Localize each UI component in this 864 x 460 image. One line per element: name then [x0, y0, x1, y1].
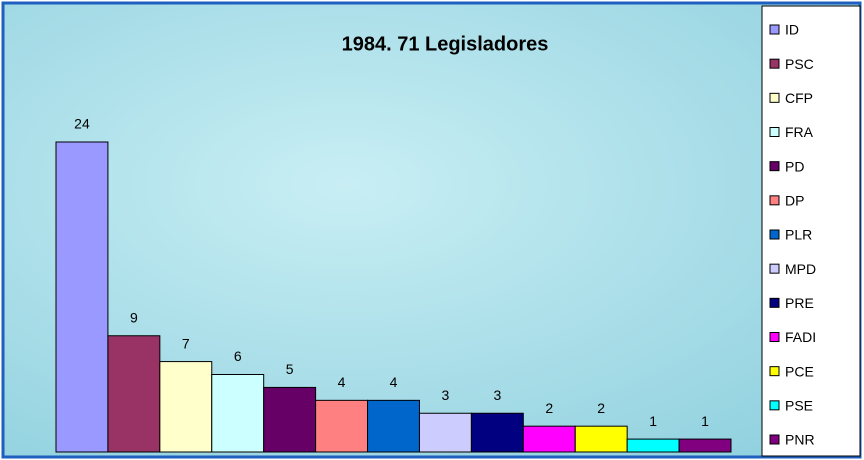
legend-label: PLR	[785, 227, 812, 243]
data-label: 6	[234, 348, 242, 364]
legend-swatch	[769, 263, 780, 274]
legend-label: CFP	[785, 90, 813, 106]
legend-label: ID	[785, 22, 799, 38]
legend-swatch	[769, 332, 780, 342]
bar	[159, 361, 213, 453]
data-label: 9	[130, 309, 138, 325]
legend-swatch	[769, 58, 780, 69]
legend-label: PSC	[785, 56, 814, 72]
data-label: 3	[442, 387, 450, 403]
legend-swatch	[769, 161, 780, 172]
chart-title: 1984. 71 Legisladores	[342, 33, 549, 55]
bar	[315, 399, 369, 453]
bar	[55, 141, 109, 453]
data-label: 3	[493, 387, 501, 403]
legend-swatch	[769, 92, 780, 103]
bar	[418, 412, 472, 453]
bar	[211, 374, 265, 453]
legend-label: PNR	[785, 432, 815, 448]
data-label: 5	[286, 361, 294, 377]
legend-label: PD	[785, 158, 804, 174]
legend-swatch	[769, 434, 780, 445]
legend-label: PCE	[785, 363, 814, 379]
bar	[367, 399, 420, 453]
bar	[470, 412, 524, 453]
data-label: 24	[74, 116, 90, 132]
bar	[263, 386, 317, 453]
legend-label: DP	[785, 193, 804, 209]
bar	[522, 425, 576, 453]
data-label: 2	[597, 400, 605, 416]
data-label: 7	[182, 335, 190, 351]
legend-swatch	[769, 195, 780, 206]
legend-swatch	[769, 297, 780, 308]
bar	[107, 335, 161, 453]
legend-label: MPD	[785, 261, 816, 277]
legend-label: FRA	[785, 124, 814, 140]
legend-swatch	[769, 366, 780, 377]
data-label: 4	[338, 374, 346, 390]
legend-label: PSE	[785, 398, 813, 414]
legend-swatch	[769, 229, 780, 240]
bar	[574, 425, 628, 453]
data-label: 1	[701, 413, 709, 429]
bar	[626, 438, 680, 453]
legend-label: FADI	[785, 329, 816, 345]
data-label: 2	[545, 400, 553, 416]
data-label: 4	[390, 374, 398, 390]
legend-swatch	[769, 400, 780, 411]
legend-swatch	[769, 127, 780, 137]
data-label: 1	[649, 413, 657, 429]
bar	[678, 438, 732, 453]
legend-swatch	[769, 24, 780, 35]
legend-label: PRE	[785, 295, 814, 311]
